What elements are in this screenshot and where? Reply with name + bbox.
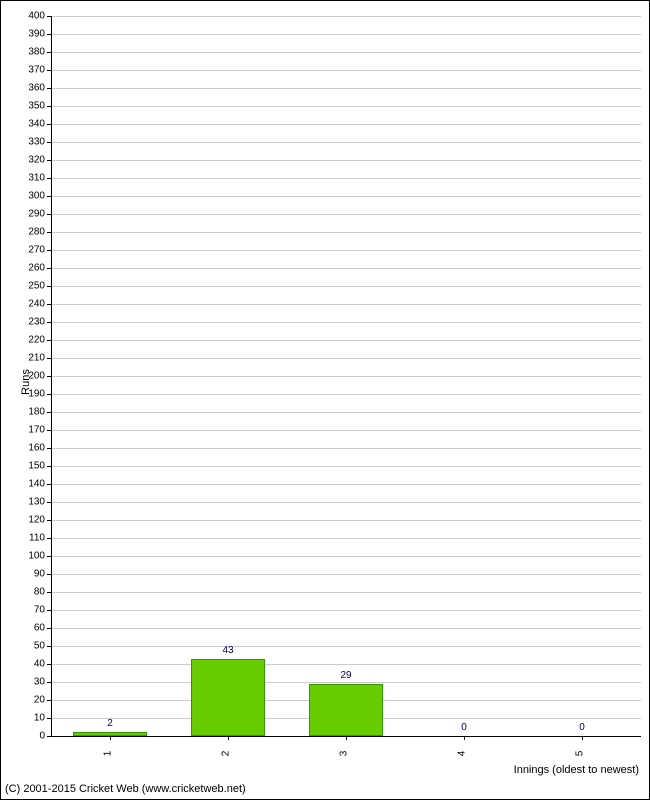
bar-value-label: 43 [222, 645, 233, 656]
y-tick-label: 110 [29, 533, 45, 544]
gridline [51, 214, 641, 215]
y-tick-label: 130 [28, 497, 45, 508]
gridline [51, 106, 641, 107]
y-tick-label: 210 [28, 353, 45, 364]
gridline [51, 124, 641, 125]
y-tick-label: 320 [28, 155, 45, 166]
gridline [51, 268, 641, 269]
x-tick-label: 3 [338, 751, 349, 757]
y-tick-label: 250 [28, 281, 45, 292]
y-tick-label: 160 [28, 443, 45, 454]
y-tick-label: 140 [28, 479, 45, 490]
y-tick-label: 380 [28, 47, 45, 58]
gridline [51, 430, 641, 431]
gridline [51, 646, 641, 647]
y-tick-label: 260 [28, 263, 45, 274]
y-tick-label: 280 [28, 227, 45, 238]
gridline [51, 538, 641, 539]
y-tick-label: 290 [28, 209, 45, 220]
bar-value-label: 29 [340, 670, 351, 681]
y-tick-label: 300 [28, 191, 45, 202]
gridline [51, 34, 641, 35]
y-tick-label: 30 [34, 677, 45, 688]
x-axis-line [51, 736, 641, 737]
y-tick-label: 240 [28, 299, 45, 310]
x-tick-label: 4 [456, 751, 467, 757]
bar [191, 659, 264, 736]
gridline [51, 340, 641, 341]
gridline [51, 664, 641, 665]
y-tick-label: 270 [28, 245, 45, 256]
x-tick-label: 2 [220, 751, 231, 757]
gridline [51, 412, 641, 413]
gridline [51, 610, 641, 611]
gridline [51, 88, 641, 89]
y-tick-label: 120 [28, 515, 45, 526]
gridline [51, 520, 641, 521]
gridline [51, 358, 641, 359]
gridline [51, 70, 641, 71]
y-axis-line [51, 16, 52, 736]
gridline [51, 160, 641, 161]
y-axis-title: Runs [20, 369, 32, 395]
gridline [51, 448, 641, 449]
gridline [51, 502, 641, 503]
gridline [51, 322, 641, 323]
gridline [51, 394, 641, 395]
bar [73, 732, 146, 736]
gridline [51, 376, 641, 377]
gridline [51, 286, 641, 287]
y-tick-label: 180 [28, 407, 45, 418]
gridline [51, 556, 641, 557]
y-tick-label: 360 [28, 83, 45, 94]
y-tick-label: 370 [28, 65, 45, 76]
y-tick-label: 70 [34, 605, 45, 616]
y-tick-label: 350 [28, 101, 45, 112]
y-tick-label: 150 [28, 461, 45, 472]
bar-value-label: 0 [461, 722, 467, 733]
gridline [51, 628, 641, 629]
y-tick-label: 310 [28, 173, 45, 184]
bar [309, 684, 382, 736]
gridline [51, 232, 641, 233]
y-tick-label: 100 [28, 551, 45, 562]
y-tick-label: 60 [34, 623, 45, 634]
gridline [51, 178, 641, 179]
bar-value-label: 0 [579, 722, 585, 733]
gridline [51, 466, 641, 467]
y-tick-label: 40 [34, 659, 45, 670]
copyright-text: (C) 2001-2015 Cricket Web (www.cricketwe… [5, 783, 246, 795]
gridline [51, 142, 641, 143]
gridline [51, 304, 641, 305]
bar-value-label: 2 [107, 718, 113, 729]
y-tick-label: 230 [28, 317, 45, 328]
y-tick-label: 80 [34, 587, 45, 598]
y-tick-label: 400 [28, 11, 45, 22]
y-tick-label: 0 [39, 731, 45, 742]
y-tick-label: 170 [28, 425, 45, 436]
y-tick-label: 330 [28, 137, 45, 148]
gridline [51, 484, 641, 485]
gridline [51, 196, 641, 197]
gridline [51, 16, 641, 17]
gridline [51, 574, 641, 575]
y-tick-label: 20 [34, 695, 45, 706]
x-tick-label: 1 [102, 751, 113, 757]
y-tick-label: 220 [28, 335, 45, 346]
chart-container: 0102030405060708090100110120130140150160… [0, 0, 650, 800]
y-tick-label: 390 [28, 29, 45, 40]
y-tick-label: 90 [34, 569, 45, 580]
gridline [51, 592, 641, 593]
x-tick-label: 5 [574, 751, 585, 757]
y-tick-label: 340 [28, 119, 45, 130]
gridline [51, 52, 641, 53]
x-axis-title: Innings (oldest to newest) [514, 764, 639, 776]
gridline [51, 250, 641, 251]
y-tick-label: 10 [34, 713, 45, 724]
y-tick-label: 50 [34, 641, 45, 652]
